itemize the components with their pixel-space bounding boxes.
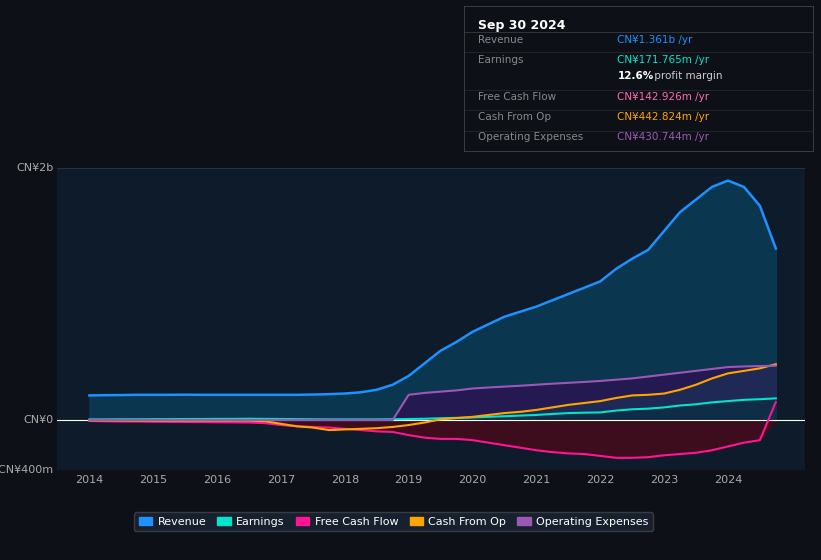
Text: 12.6%: 12.6% (617, 71, 654, 81)
Text: profit margin: profit margin (650, 71, 722, 81)
Text: Revenue: Revenue (478, 35, 523, 45)
Text: CN¥430.744m /yr: CN¥430.744m /yr (617, 133, 709, 142)
Text: CN¥142.926m /yr: CN¥142.926m /yr (617, 92, 709, 102)
Text: CN¥0: CN¥0 (24, 415, 53, 425)
Text: -CN¥400m: -CN¥400m (0, 465, 53, 475)
Text: CN¥171.765m /yr: CN¥171.765m /yr (617, 55, 709, 66)
Text: Earnings: Earnings (478, 55, 523, 66)
Text: CN¥1.361b /yr: CN¥1.361b /yr (617, 35, 693, 45)
Legend: Revenue, Earnings, Free Cash Flow, Cash From Op, Operating Expenses: Revenue, Earnings, Free Cash Flow, Cash … (134, 512, 654, 531)
Text: CN¥442.824m /yr: CN¥442.824m /yr (617, 112, 709, 122)
Text: Cash From Op: Cash From Op (478, 112, 551, 122)
Text: Free Cash Flow: Free Cash Flow (478, 92, 556, 102)
Text: CN¥2b: CN¥2b (16, 163, 53, 173)
Text: Sep 30 2024: Sep 30 2024 (478, 18, 566, 32)
Text: Operating Expenses: Operating Expenses (478, 133, 583, 142)
